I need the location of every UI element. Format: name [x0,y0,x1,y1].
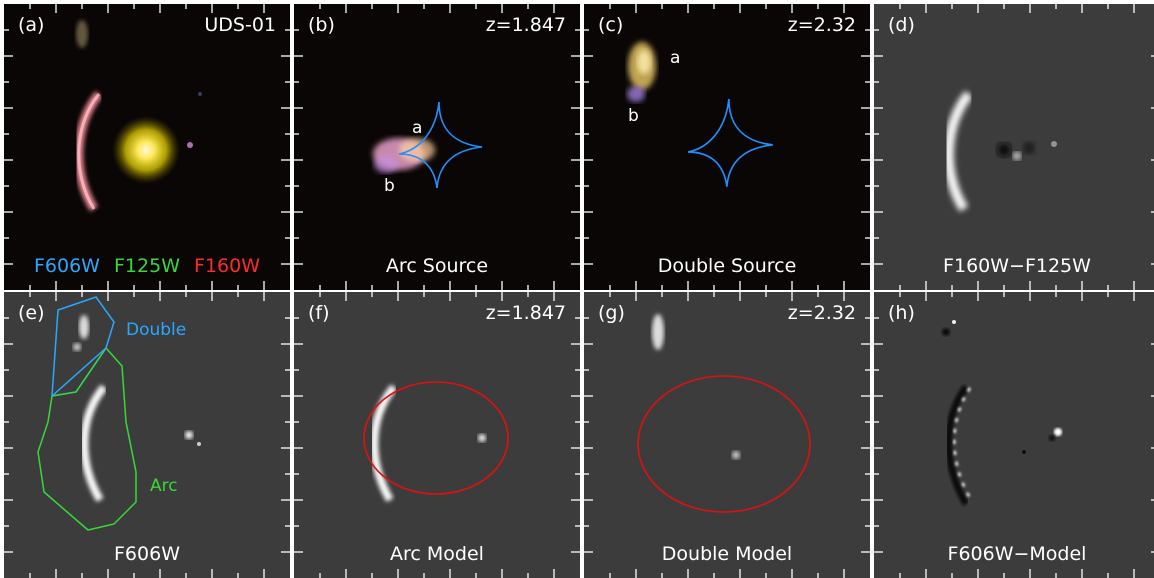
axis-ticks [4,4,290,290]
axis-ticks [294,292,580,578]
panel-g-image [584,292,870,578]
caustic-curve [687,98,773,187]
panel-f-caption: Arc Model [390,543,484,565]
panel-b-redshift: z=1.847 [485,14,566,36]
panel-c-image [584,4,870,290]
critical-curve [363,381,509,495]
axis-ticks [294,4,580,290]
arc-region-label: Arc [150,476,178,496]
panel-d-image [874,4,1154,290]
filter-legend: F606W F125W F160W [4,257,290,276]
model-arc [370,384,398,503]
panel-a-corner: UDS-01 [204,14,276,36]
panel-c: (c) z=2.32 a b Double Source [584,4,870,290]
panel-g-caption: Double Model [661,543,793,565]
axis-ticks [584,4,870,290]
axis-ticks [874,4,1154,290]
arc-residual [943,90,973,212]
panel-a: (a) UDS-01 F606W F125W F160W [4,4,290,290]
panel-g-label: (g) [598,302,625,324]
panel-a-label: (a) [18,14,45,36]
panel-h-caption: F606W−Model [947,543,1087,565]
panel-b-image [294,4,580,290]
double-region-label: Double [126,320,187,340]
axis-ticks [584,292,870,578]
panel-b-caption: Arc Source [385,255,489,277]
panel-h-label: (h) [888,302,915,324]
image-mark-a: a [412,118,423,138]
panel-g: (g) z=2.32 Double Model [584,292,870,578]
panel-e: (e) Double Arc F606W [4,292,290,578]
panel-e-caption: F606W [114,543,180,565]
panel-e-label: (e) [18,302,45,324]
panel-d: (d) F160W−F125W [874,4,1154,290]
double-source-image [76,20,88,48]
critical-curve [637,375,811,513]
panel-f-redshift: z=1.847 [485,302,566,324]
panel-d-caption: F160W−F125W [943,255,1091,277]
panel-h: (h) F606W−Model [874,292,1154,578]
panel-c-redshift: z=2.32 [787,14,856,36]
panel-f: (f) z=1.847 Arc Model [294,292,580,578]
caustic-curve [398,101,483,189]
panel-b: (b) z=1.847 a b Arc Source [294,4,580,290]
panel-f-image [294,292,580,578]
model-double [652,314,664,350]
lensed-arc [80,384,108,503]
axis-ticks [874,292,1154,578]
panel-g-redshift: z=2.32 [787,302,856,324]
residual-arc [945,384,970,506]
filter-f606w: F606W [33,255,100,277]
image-mark-b: b [384,176,395,196]
panel-c-label: (c) [598,14,624,36]
image-mark-a: a [670,48,681,68]
panel-b-label: (b) [308,14,335,36]
panel-d-label: (d) [888,14,915,36]
filter-f125w: F125W [114,255,180,277]
panel-f-label: (f) [308,302,330,324]
panel-h-image [874,292,1154,578]
filter-f160w: F160W [194,255,261,277]
panel-a-image [4,4,290,290]
axis-ticks [4,292,290,578]
panel-c-caption: Double Source [657,255,797,277]
lens-galaxy [112,116,180,184]
image-mark-b: b [628,106,639,126]
panel-e-image [4,292,290,578]
